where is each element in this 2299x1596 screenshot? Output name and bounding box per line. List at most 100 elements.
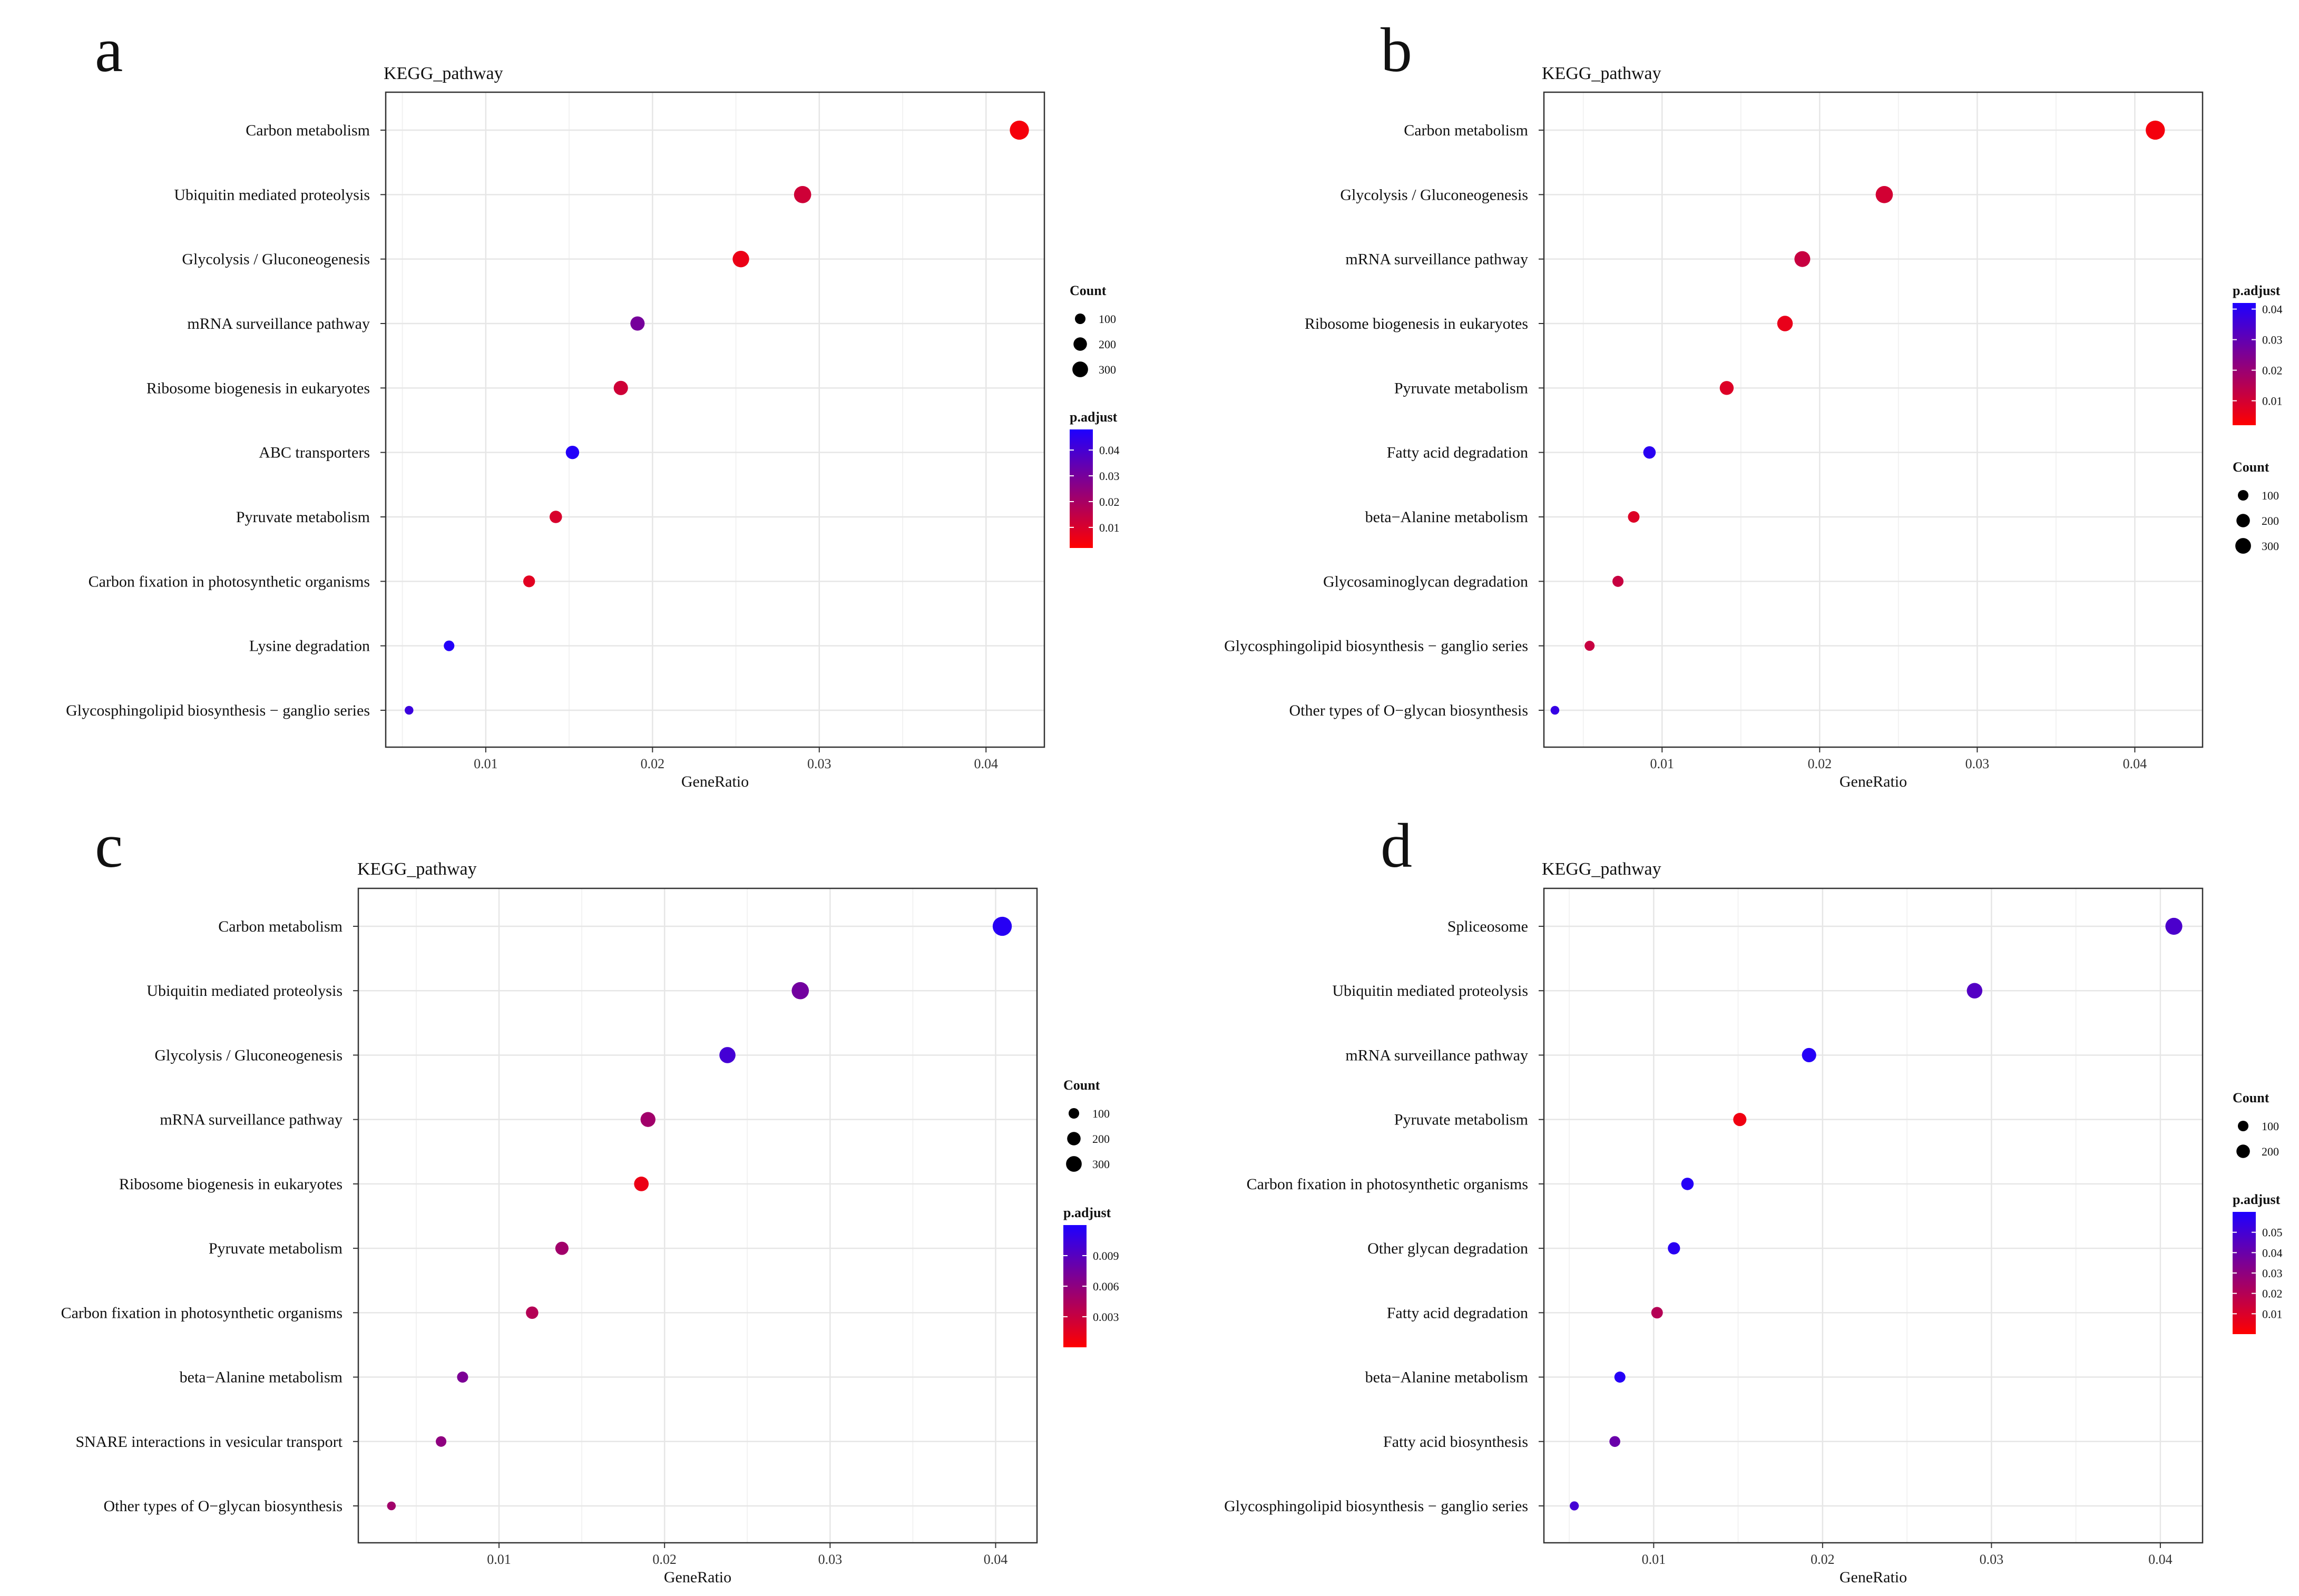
data-point (457, 1372, 468, 1383)
category-label: Spliceosome (1447, 918, 1528, 935)
panel-b: b KEGG_pathway 0.01 0.02 0.03 0.04 Carbon meta… (1224, 15, 2282, 790)
plot-area (1544, 888, 2203, 1543)
padjust-legend: p.adjust 0.01 0.02 0.03 0.04 (2233, 283, 2283, 425)
plot-border (385, 91, 1045, 748)
data-point (387, 1501, 396, 1511)
data-point (1651, 1307, 1663, 1319)
data-point (992, 916, 1012, 936)
count-legend-dot (1068, 1108, 1080, 1119)
count-legend-dot (2235, 538, 2251, 554)
colorbar-tick-label: 0.009 (1093, 1249, 1119, 1262)
category-label: Other types of O−glycan biosynthesis (1289, 702, 1528, 719)
data-point (732, 250, 749, 268)
category-label: Fatty acid biosynthesis (1383, 1433, 1528, 1451)
x-tick-label: 0.03 (818, 1552, 843, 1567)
plot-border (1543, 887, 2204, 1544)
panel-title: KEGG_pathway (384, 64, 503, 83)
category-label: Pyruvate metabolism (236, 508, 370, 526)
count-legend-title: Count (2233, 1090, 2269, 1105)
count-legend-dot (1067, 1132, 1081, 1145)
category-label: Glycosaminoglycan degradation (1323, 573, 1528, 590)
category-label: Other glycan degradation (1367, 1240, 1528, 1257)
count-legend-label: 200 (2262, 514, 2279, 527)
count-legend-label: 200 (1099, 338, 1116, 351)
data-point (555, 1241, 569, 1255)
category-label: mRNA surveillance pathway (187, 315, 370, 332)
category-label: Carbon metabolism (218, 918, 343, 935)
category-label: mRNA surveillance pathway (160, 1111, 343, 1129)
panel-letter: a (95, 15, 123, 85)
count-legend-label: 100 (2262, 1120, 2279, 1133)
padjust-colorbar (1070, 429, 1093, 548)
data-point (794, 186, 811, 203)
count-legend: Count 100 200 (2233, 1090, 2279, 1158)
data-point (1777, 316, 1793, 331)
x-tick-label: 0.01 (1650, 756, 1675, 771)
data-point (1628, 511, 1640, 523)
category-label: Pyruvate metabolism (1394, 1111, 1528, 1129)
plot-area (1544, 92, 2203, 747)
data-point (1794, 251, 1811, 267)
data-point (526, 1306, 539, 1319)
x-tick-label: 0.04 (974, 756, 998, 771)
count-legend-dot (1074, 313, 1086, 325)
x-tick-label: 0.04 (984, 1552, 1008, 1567)
panel-letter: b (1381, 15, 1412, 85)
padjust-legend: p.adjust 0.003 0.006 0.009 (1063, 1205, 1119, 1347)
plot-border (1543, 91, 2204, 748)
colorbar-tick-label: 0.01 (2262, 395, 2283, 408)
plot-border (357, 887, 1038, 1544)
count-legend-label: 300 (1092, 1158, 1110, 1171)
x-tick-label: 0.01 (487, 1552, 511, 1567)
count-legend-dot (2237, 489, 2249, 501)
count-legend-dot (2236, 514, 2250, 527)
x-tick-label: 0.03 (1965, 756, 1990, 771)
category-label: Fatty acid degradation (1387, 1304, 1528, 1321)
data-point (613, 380, 628, 395)
colorbar-tick-label: 0.003 (1093, 1310, 1119, 1324)
data-point (1010, 120, 1029, 140)
x-tick-label: 0.02 (1811, 1552, 1835, 1567)
data-point (1643, 446, 1656, 459)
padjust-legend-title: p.adjust (1063, 1205, 1111, 1220)
category-label: Glycosphingolipid biosynthesis − ganglio… (66, 702, 370, 719)
panel-a: a KEGG_pathway 0.01 0.02 0.03 0.04 Carbon meta… (66, 15, 1119, 790)
category-label: Ribosome biogenesis in eukaryotes (146, 379, 370, 397)
colorbar-tick-label: 0.04 (2262, 303, 2283, 316)
colorbar-tick-label: 0.03 (2262, 1267, 2283, 1280)
category-label: Carbon metabolism (1404, 122, 1528, 139)
category-label: Fatty acid degradation (1387, 444, 1528, 462)
data-point (1609, 1436, 1620, 1447)
category-label: Carbon fixation in photosynthetic organi… (1247, 1176, 1528, 1193)
colorbar-tick-label: 0.04 (1099, 444, 1120, 457)
data-point (436, 1436, 447, 1447)
category-label: Glycolysis / Gluconeogenesis (1340, 186, 1528, 203)
category-label: mRNA surveillance pathway (1345, 251, 1528, 268)
category-label: Carbon metabolism (246, 122, 370, 139)
count-legend-dot (1066, 1156, 1082, 1172)
count-legend-label: 300 (1099, 363, 1116, 376)
category-label: Pyruvate metabolism (1394, 379, 1528, 397)
panel-c: c KEGG_pathway 0.01 0.02 0.03 0.04 Carbon meta… (61, 810, 1119, 1586)
plot-area (386, 92, 1044, 747)
padjust-legend: p.adjust 0.01 0.02 0.03 0.04 (1070, 409, 1120, 548)
category-label: Pyruvate metabolism (209, 1240, 343, 1257)
panel-d: d KEGG_pathway 0.01 0.02 0.03 0.04 Spliceosome… (1224, 810, 2282, 1586)
colorbar-tick-label: 0.02 (1099, 495, 1120, 508)
x-tick-label: 0.04 (2148, 1552, 2173, 1567)
count-legend-title: Count (2233, 459, 2269, 475)
colorbar-tick-label: 0.03 (1099, 469, 1120, 483)
panel-letter: c (95, 810, 123, 880)
category-label: Ubiquitin mediated proteolysis (146, 982, 343, 1000)
x-tick-label: 0.04 (2123, 756, 2147, 771)
panel-letter: d (1381, 810, 1412, 880)
data-point (1570, 1501, 1579, 1511)
x-tick-label: 0.02 (1808, 756, 1832, 771)
category-label: SNARE interactions in vesicular transpor… (75, 1433, 343, 1451)
count-legend-dot (1073, 337, 1087, 351)
category-label: Glycosphingolipid biosynthesis − ganglio… (1224, 1497, 1528, 1515)
count-legend-label: 100 (2262, 489, 2279, 502)
padjust-colorbar (2233, 303, 2256, 425)
category-label: Glycosphingolipid biosynthesis − ganglio… (1224, 638, 1528, 655)
